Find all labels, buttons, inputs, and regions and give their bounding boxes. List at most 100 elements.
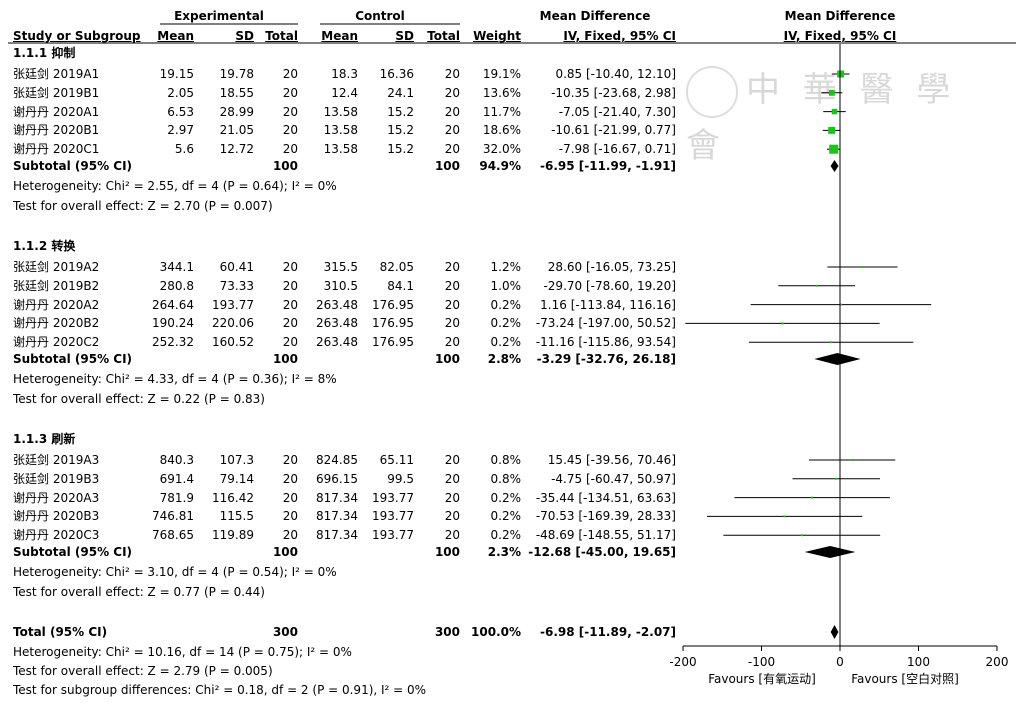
study-mean-c: 310.5 — [323, 278, 358, 293]
subtotal-n-e: 100 — [272, 352, 298, 366]
study-sd-e: 160.52 — [212, 335, 254, 350]
subtotal-ci: -12.68 [-45.00, 19.65] — [528, 545, 676, 559]
study-sd-e: 73.33 — [219, 278, 254, 293]
study-mean-c: 696.15 — [316, 471, 358, 486]
header-study: Study or Subgroup — [13, 29, 141, 43]
study-mean-e: 19.15 — [159, 67, 194, 81]
study-mean-e: 252.32 — [152, 335, 194, 350]
footer-subgroup-differences: Test for subgroup differences: Chi² = 0.… — [13, 683, 427, 697]
study-sd-e: 193.77 — [212, 297, 254, 312]
study-ci: -73.24 [-197.00, 50.52] — [535, 316, 676, 331]
study-n-e: 20 — [282, 335, 298, 350]
study-n-c: 20 — [444, 297, 460, 312]
header-sd-e: SD — [235, 29, 254, 43]
study-sd-c: 15.2 — [387, 142, 414, 157]
study-sd-c: 193.77 — [372, 509, 414, 524]
header-total-e: Total — [265, 29, 298, 43]
study-mean-c: 263.48 — [316, 297, 358, 312]
study-mean-c: 263.48 — [316, 335, 358, 350]
study-weight: 32.0% — [482, 142, 521, 157]
study-name: 谢丹丹 2020A1 — [13, 104, 100, 119]
header-ci-plot: IV, Fixed, 95% CI — [783, 29, 897, 43]
watermark-text: 中 華 醫 學 會 — [686, 70, 957, 166]
study-n-c: 20 — [444, 316, 460, 331]
group-title: 1.1.2 转换 — [13, 239, 76, 253]
study-n-e: 20 — [282, 453, 298, 467]
study-sd-c: 84.1 — [387, 278, 414, 293]
study-name: 谢丹丹 2020C1 — [13, 142, 100, 157]
total-diamond — [830, 625, 839, 639]
study-weight: 0.2% — [490, 316, 522, 331]
study-mean-e: 2.97 — [167, 123, 194, 138]
study-n-c: 20 — [444, 471, 460, 486]
study-sd-e: 12.72 — [219, 142, 254, 157]
study-ci: -10.61 [-21.99, 0.77] — [551, 123, 676, 138]
study-n-c: 20 — [444, 335, 460, 350]
study-point-marker — [829, 144, 839, 154]
study-ci: -35.44 [-134.51, 63.63] — [535, 490, 676, 505]
study-weight: 0.2% — [490, 335, 522, 350]
study-n-e: 20 — [282, 490, 298, 505]
total-label: Total (95% CI) — [13, 625, 108, 639]
study-ci: -70.53 [-169.39, 28.33] — [535, 509, 676, 524]
study-sd-e: 119.89 — [212, 528, 254, 543]
study-ci: -7.98 [-16.67, 0.71] — [558, 142, 676, 157]
footer-overall-effect: Test for overall effect: Z = 2.79 (P = 0… — [13, 664, 273, 678]
study-mean-e: 6.53 — [167, 104, 194, 119]
heterogeneity-text: Heterogeneity: Chi² = 2.55, df = 4 (P = … — [13, 179, 337, 193]
study-name: 谢丹丹 2020B1 — [13, 123, 100, 138]
study-n-c: 20 — [444, 260, 460, 274]
study-mean-c: 13.58 — [323, 142, 358, 157]
study-ci: 28.60 [-16.05, 73.25] — [547, 260, 676, 274]
study-mean-c: 18.3 — [331, 67, 358, 81]
study-n-c: 20 — [444, 104, 460, 119]
total-ci: -6.98 [-11.89, -2.07] — [540, 625, 676, 639]
subtotal-weight: 2.3% — [487, 545, 521, 559]
study-sd-e: 107.3 — [219, 453, 254, 467]
overall-effect-text: Test for overall effect: Z = 0.77 (P = 0… — [13, 585, 265, 599]
study-weight: 18.6% — [482, 123, 521, 138]
header-total-c: Total — [427, 29, 460, 43]
study-weight: 19.1% — [482, 67, 521, 81]
header-ci: IV, Fixed, 95% CI — [563, 29, 676, 43]
group-title: 1.1.3 刷新 — [13, 432, 76, 446]
watermark-seal: 中 華 醫 學 會 — [686, 62, 986, 166]
study-weight: 0.8% — [490, 471, 522, 486]
study-weight: 13.6% — [482, 85, 521, 100]
x-tick-label: -200 — [669, 655, 697, 669]
study-sd-c: 15.2 — [387, 104, 414, 119]
study-ci: 1.16 [-113.84, 116.16] — [540, 297, 676, 312]
study-n-c: 20 — [444, 490, 460, 505]
study-mean-c: 315.5 — [323, 260, 358, 274]
study-name: 谢丹丹 2020C3 — [13, 528, 100, 543]
study-mean-e: 746.81 — [152, 509, 194, 524]
header-mean-e: Mean — [157, 29, 194, 43]
study-n-e: 20 — [282, 278, 298, 293]
study-n-c: 20 — [444, 85, 460, 100]
study-name: 谢丹丹 2020A2 — [13, 297, 100, 312]
header-control: Control — [355, 9, 405, 23]
study-mean-e: 344.1 — [159, 260, 194, 274]
subtotal-n-e: 100 — [272, 545, 298, 559]
study-n-c: 20 — [444, 67, 460, 81]
study-ci: 15.45 [-39.56, 70.46] — [547, 453, 676, 467]
study-mean-e: 280.8 — [159, 278, 194, 293]
study-ci: -10.35 [-23.68, 2.98] — [551, 85, 676, 100]
overall-effect-text: Test for overall effect: Z = 0.22 (P = 0… — [13, 392, 265, 406]
study-n-e: 20 — [282, 509, 298, 524]
total-n-c: 300 — [434, 625, 460, 639]
study-n-c: 20 — [444, 509, 460, 524]
subtotal-diamond — [814, 353, 861, 365]
study-point-marker — [800, 534, 803, 537]
study-sd-e: 19.78 — [219, 67, 254, 81]
study-point-marker — [835, 477, 838, 480]
study-n-e: 20 — [282, 123, 298, 138]
study-mean-c: 13.58 — [323, 123, 358, 138]
study-sd-e: 21.05 — [219, 123, 254, 138]
study-name: 张廷剑 2019B3 — [13, 471, 100, 486]
header-experimental: Experimental — [174, 9, 264, 23]
study-n-c: 20 — [444, 142, 460, 157]
study-weight: 1.0% — [490, 278, 522, 293]
study-mean-e: 768.65 — [152, 528, 194, 543]
study-weight: 0.8% — [490, 453, 522, 467]
